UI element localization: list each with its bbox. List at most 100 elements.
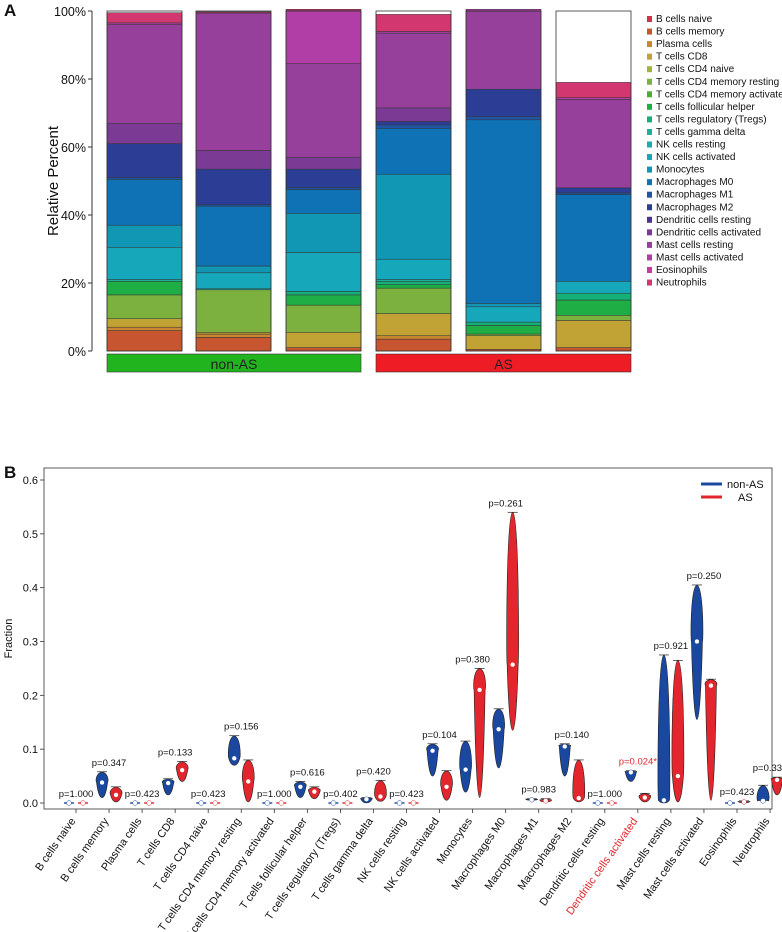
plot-frame [43,467,773,810]
median-dot [179,767,185,773]
median-dot [609,800,615,806]
median-dot [132,800,138,806]
bar-segment [106,279,183,282]
bar-segment [195,12,272,151]
bar-segment [285,332,362,348]
bar-segment [555,194,632,282]
bar-segment [285,213,362,253]
y-tick-label: 40% [61,209,86,223]
legend-swatch [647,16,652,22]
median-dot [476,687,483,693]
bar-segment [195,265,272,274]
median-dot [576,795,582,801]
bar-segment [555,99,632,189]
legend-swatch [647,128,652,135]
median-dot [628,769,634,775]
bar-segment [106,224,183,248]
median-dot [496,726,502,732]
bar-segment [195,337,272,352]
bar-outline [375,10,452,352]
legend-swatch [647,166,652,173]
p-value-label: p=0.402 [323,789,358,800]
violin-body [671,660,685,803]
bar-segment [555,292,632,301]
x-tick-label: T cells gamma delta [310,815,377,903]
legend-swatch [647,229,652,236]
legend-swatch [647,41,652,48]
bar-segment [106,326,183,331]
bar-segment [106,24,183,124]
y-tick-label: 0.1 [23,744,38,756]
p-value-label: p=0.423 [720,787,755,798]
median-dot [245,778,251,785]
y-axis-label: Relative Percent [45,125,62,236]
bar-segment [375,284,452,289]
median-dot [741,799,747,805]
bar-segment [106,179,183,226]
bar-segment [195,289,272,333]
p-value-label: p=0.423 [125,789,160,800]
median-dot [377,793,384,800]
bar-segment [375,31,452,34]
bar-segment [285,156,362,170]
median-dot [113,792,119,798]
panel-a-label: A [4,1,16,20]
p-value-label: p=1.000 [257,789,292,800]
violin-body [459,740,472,793]
y-tick-label: 60% [61,141,86,155]
p-value-label: p=0.339 [753,763,782,774]
bar-segment [375,14,452,32]
violin-body [227,735,241,766]
bar-segment [195,11,272,13]
legend-swatch [647,28,652,35]
p-value-label: p=0.024* [619,757,658,768]
legend-label: Macrophages M2 [656,202,734,213]
bar-segment [555,82,632,98]
bar-segment [465,325,542,335]
bar-segment [465,321,542,326]
bar-outline [106,10,183,352]
bar-segment [375,121,452,126]
violin-body [294,781,307,798]
legend-label: T cells CD4 memory resting [656,77,779,88]
legend-label: Plasma cells [656,39,712,50]
legend-swatch [647,179,652,186]
bar-segment [465,306,542,323]
legend-label: B cells memory [656,27,724,38]
y-tick-label: 0.2 [23,690,38,702]
bar-segment [375,107,452,122]
median-dot [675,773,681,779]
p-value-label: p=0.420 [356,766,391,777]
p-value-label: p=0.423 [389,789,424,800]
bar-segment [375,32,452,109]
median-dot [529,797,535,803]
legend-label: T cells gamma delta [656,127,746,138]
legend-swatch [647,53,652,60]
median-dot [344,800,351,806]
legend-swatch [647,141,652,148]
bar-segment [106,177,183,180]
legend-label: T cells CD4 naive [656,64,735,75]
bar-segment [465,303,542,308]
y-tick-label: 80% [61,73,86,87]
y-tick-label: 0.5 [23,529,38,541]
bar-segment [195,332,272,335]
bar-segment [195,205,272,267]
legend-swatch [647,216,652,223]
bar-segment [375,313,452,336]
bar-segment [375,279,452,282]
legend-label: Mast cells resting [656,240,733,251]
median-dot [727,800,733,806]
median-dot [642,794,648,801]
legend-swatch [647,254,652,261]
bar-segment [375,173,452,260]
median-dot [80,800,86,806]
legend-swatch [647,279,652,286]
bar-segment [285,304,362,333]
legend-label: Neutrophils [656,278,707,289]
group-bar [106,353,362,373]
legend-swatch [647,204,652,211]
violin-body [473,668,486,798]
bar-segment [375,287,452,314]
